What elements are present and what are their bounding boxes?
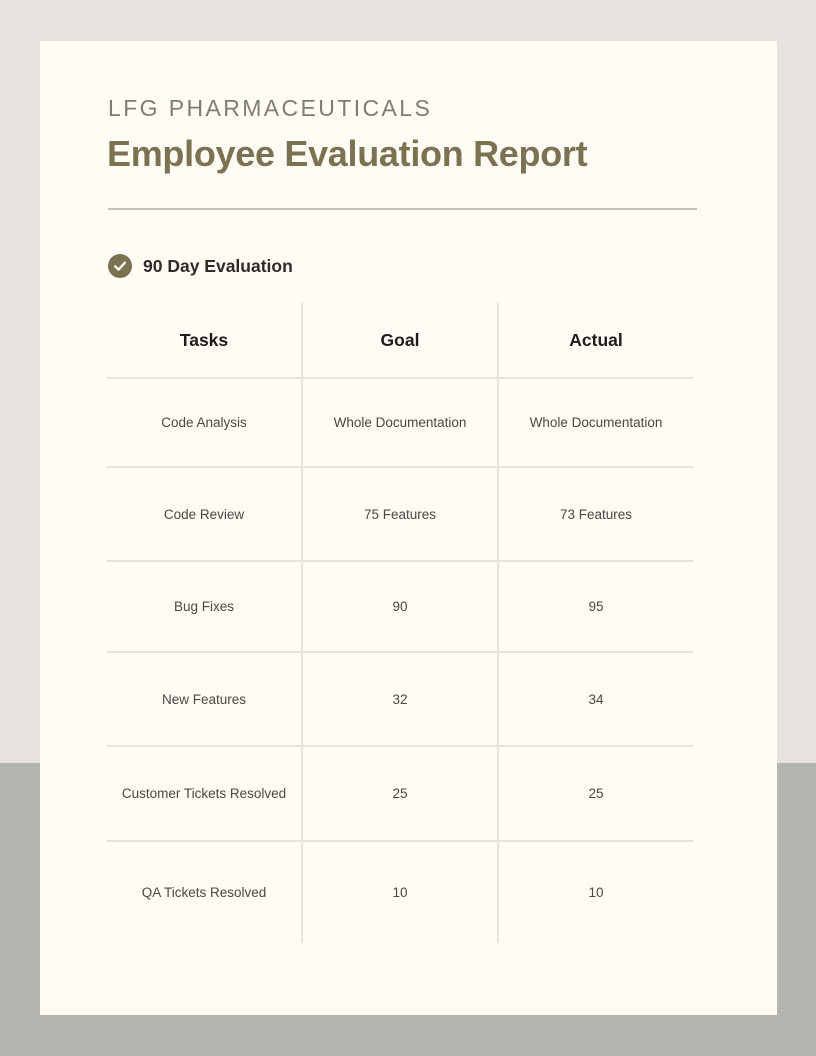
table-row: Customer Tickets Resolved 25 25 [107, 745, 693, 840]
header-tasks: Tasks [179, 329, 229, 350]
actual-cell: Whole Documentation [497, 379, 693, 466]
actual-cell: 34 [497, 653, 693, 745]
table-row: Code Review 75 Features 73 Features [107, 466, 693, 560]
table-row: Bug Fixes 90 95 [107, 560, 693, 651]
goal-cell: 25 [301, 747, 497, 840]
goal-cell: 32 [301, 653, 497, 745]
header-goal: Goal [301, 303, 497, 377]
table-header-row: Tasks Goal Actual [107, 303, 693, 377]
actual-cell: 25 [497, 747, 693, 840]
goal-cell: 75 Features [301, 468, 497, 560]
page-title: Employee Evaluation Report [107, 133, 588, 174]
evaluation-table: Tasks Goal Actual Code Analysis Whole Do… [107, 303, 693, 943]
task-cell: QA Tickets Resolved [141, 885, 267, 900]
header-actual: Actual [497, 303, 693, 377]
goal-cell: 90 [301, 562, 497, 651]
actual-cell: 95 [497, 562, 693, 651]
task-cell: New Features [161, 691, 247, 707]
task-cell: Code Review [163, 506, 245, 522]
goal-cell: 10 [301, 842, 497, 943]
section-label: 90 Day Evaluation [143, 255, 293, 276]
table-row: QA Tickets Resolved 10 10 [107, 840, 693, 943]
task-cell: Customer Tickets Resolved [121, 786, 287, 801]
goal-cell: Whole Documentation [301, 379, 497, 466]
task-cell: Bug Fixes [173, 599, 235, 614]
check-circle-icon [108, 254, 132, 278]
table-row: Code Analysis Whole Documentation Whole … [107, 377, 693, 466]
report-page: LFG PHARMACEUTICALS Employee Evaluation … [40, 41, 777, 1015]
divider [108, 208, 697, 210]
table-row: New Features 32 34 [107, 651, 693, 745]
task-cell: Code Analysis [161, 415, 247, 430]
section-heading: 90 Day Evaluation [108, 254, 293, 278]
company-name: LFG PHARMACEUTICALS [108, 95, 433, 121]
actual-cell: 10 [497, 842, 693, 943]
actual-cell: 73 Features [497, 468, 693, 560]
